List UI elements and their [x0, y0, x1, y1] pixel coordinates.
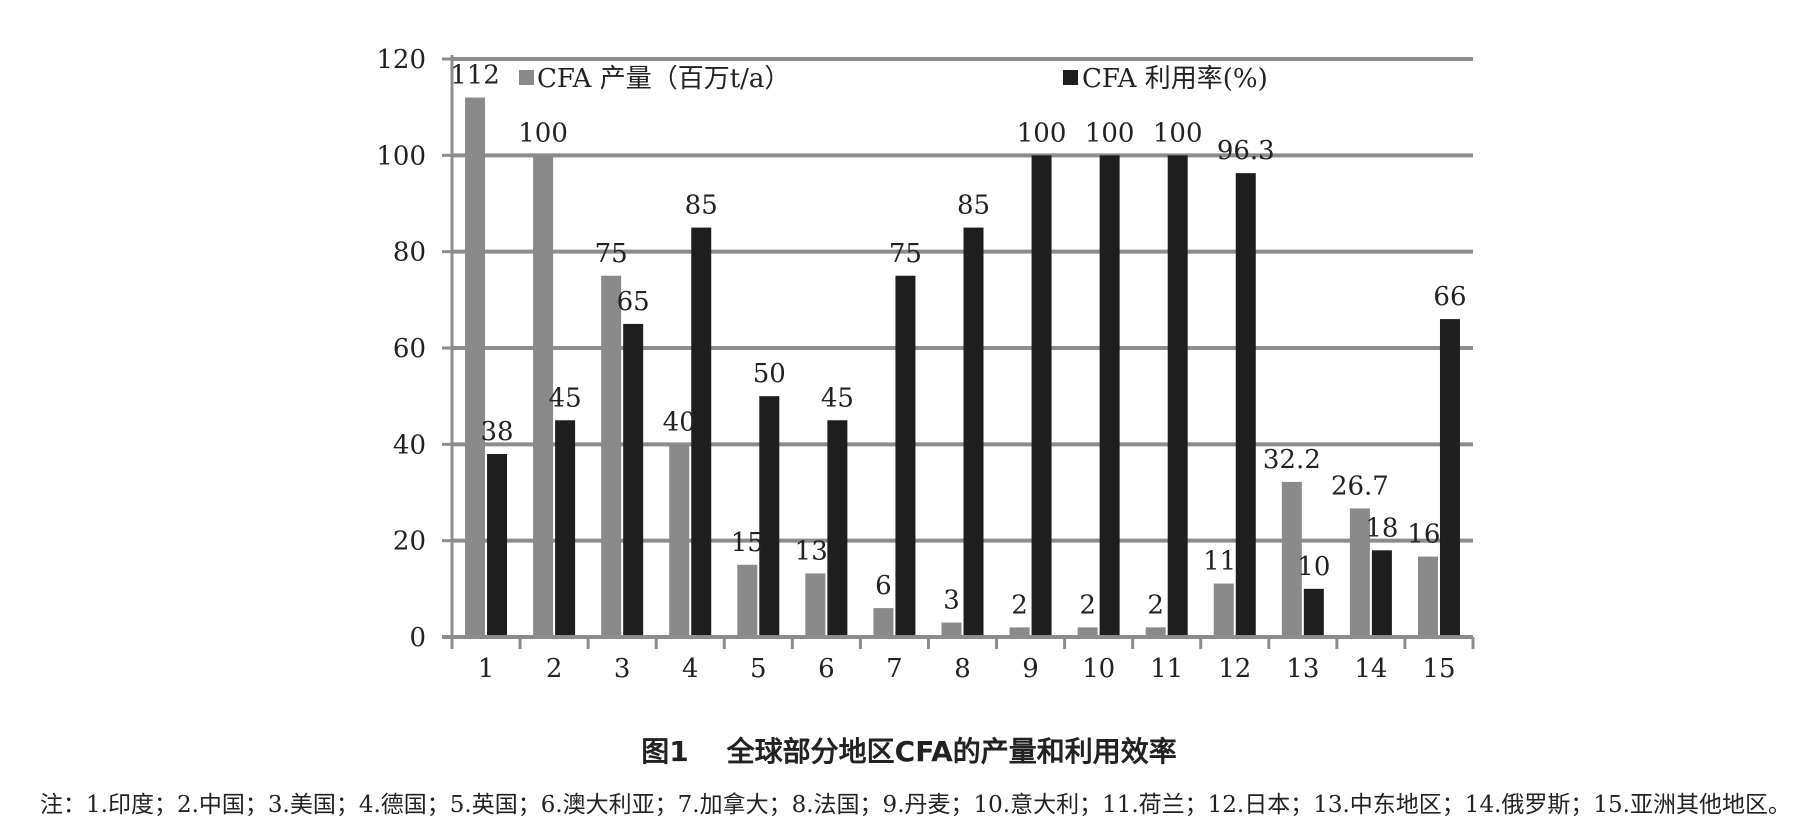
x-tick-label: 15 — [1422, 654, 1455, 684]
x-tick-label: 11 — [1150, 654, 1183, 684]
data-label-production: 2 — [1147, 590, 1164, 620]
legend-swatch-utilization — [1063, 70, 1078, 85]
legend: CFA 产量（百万t/a） CFA 利用率(%) — [519, 64, 1268, 94]
x-tick-label: 3 — [614, 654, 631, 684]
data-label-production: 3 — [943, 586, 960, 616]
bar-production — [873, 608, 894, 637]
bars — [465, 97, 1460, 638]
data-label-utilization: 65 — [617, 287, 650, 317]
bar-utilization — [759, 396, 780, 637]
y-tick-labels: 0 20 40 60 80 100 120 — [376, 45, 426, 653]
legend-label-production: CFA 产量（百万t/a） — [537, 64, 790, 94]
data-label-utilization: 75 — [889, 239, 922, 269]
data-label-production: 15 — [731, 528, 764, 558]
data-label-production: 100 — [518, 118, 568, 148]
bar-utilization — [487, 453, 508, 637]
bar-utilization — [555, 420, 576, 637]
bar-utilization — [1099, 155, 1120, 638]
bar-utilization — [895, 275, 916, 637]
bar-production — [1077, 627, 1098, 637]
x-tick-label: 1 — [478, 654, 495, 684]
figure-note: 注：1.印度；2.中国；3.美国；4.德国；5.英国；6.澳大利亚；7.加拿大；… — [40, 792, 1791, 818]
x-tick-label: 6 — [818, 654, 835, 684]
bar-utilization — [1439, 319, 1460, 637]
gridlines — [452, 57, 1473, 543]
y-tick-label: 40 — [393, 430, 426, 460]
data-label-production: 40 — [663, 407, 696, 437]
x-tick-label: 7 — [886, 654, 903, 684]
x-tick-label: 5 — [750, 654, 767, 684]
y-tick-label: 100 — [376, 141, 426, 171]
data-label-utilization: 66 — [1433, 282, 1466, 312]
bar-utilization — [1371, 550, 1392, 637]
figure-title: 全球部分地区CFA的产量和利用效率 — [726, 735, 1177, 768]
bar-utilization — [1167, 155, 1188, 638]
bar-production — [669, 444, 690, 637]
data-label-utilization: 50 — [753, 359, 786, 389]
x-tick-label: 4 — [682, 654, 699, 684]
bar-production — [465, 97, 486, 638]
bar-production — [601, 275, 622, 637]
figure-caption: 图1 全球部分地区CFA的产量和利用效率 — [0, 730, 1818, 770]
x-tick-label: 8 — [954, 654, 971, 684]
data-label-production: 2 — [1011, 590, 1028, 620]
y-tick-label: 0 — [409, 623, 426, 653]
x-tick-label: 10 — [1082, 654, 1115, 684]
bar-production — [533, 155, 554, 638]
data-label-utilization: 10 — [1297, 552, 1330, 582]
y-tick-label: 60 — [393, 334, 426, 364]
axes — [442, 55, 1475, 649]
figure-number: 图1 — [641, 735, 689, 768]
bar-production — [1213, 583, 1234, 637]
bar-production — [1417, 556, 1438, 637]
data-label-utilization: 38 — [480, 417, 513, 447]
legend-label-utilization: CFA 利用率(%) — [1082, 64, 1268, 94]
x-tick-label: 2 — [546, 654, 563, 684]
data-label-utilization: 100 — [1017, 118, 1067, 148]
bar-production — [805, 573, 826, 637]
x-tick-label: 14 — [1354, 654, 1387, 684]
bar-production — [1349, 508, 1370, 637]
data-label-production: 32.2 — [1263, 445, 1321, 475]
data-label-production: 16. — [1407, 520, 1448, 550]
y-tick-label: 80 — [393, 238, 426, 268]
bar-production — [1009, 627, 1030, 637]
data-label-production: 6 — [875, 571, 892, 601]
data-label-utilization: 85 — [957, 191, 990, 221]
data-labels: 112 38 100 45 75 65 40 85 15 50 13. 45 6 75 3 85 2 100 2 10… — [450, 61, 1466, 621]
data-label-production: 75 — [595, 239, 628, 269]
bar-utilization — [827, 420, 848, 637]
x-tick-label: 13 — [1286, 654, 1319, 684]
y-tick-label: 120 — [376, 45, 426, 75]
legend-swatch-production — [519, 70, 534, 85]
bar-production — [1281, 481, 1302, 637]
bar-utilization — [1031, 155, 1052, 638]
bar-utilization — [963, 227, 984, 638]
data-label-utilization: 85 — [685, 191, 718, 221]
bar-production — [1145, 627, 1166, 637]
data-label-production: 26.7 — [1331, 471, 1389, 501]
x-tick-label: 9 — [1022, 654, 1039, 684]
bar-utilization — [691, 227, 712, 638]
data-label-production: 2 — [1079, 590, 1096, 620]
data-label-utilization: 100 — [1153, 118, 1203, 148]
bar-production — [737, 564, 758, 637]
bar-utilization — [623, 323, 644, 637]
bar-utilization — [1303, 588, 1324, 637]
data-label-production: 13. — [795, 536, 836, 566]
x-tick-labels: 1 2 3 4 5 6 7 8 9 10 11 12 13 14 15 — [478, 654, 1456, 684]
bar-production — [941, 622, 962, 637]
data-label-production: 11. — [1203, 547, 1244, 577]
data-label-production: 112 — [450, 61, 500, 91]
data-label-utilization: 45 — [821, 383, 854, 413]
y-tick-label: 20 — [393, 527, 426, 557]
x-tick-label: 12 — [1218, 654, 1251, 684]
data-label-utilization: 96.3 — [1217, 136, 1275, 166]
data-label-utilization: 45 — [549, 383, 582, 413]
data-label-utilization: 18 — [1365, 513, 1398, 543]
bar-utilization — [1235, 173, 1256, 637]
data-label-utilization: 100 — [1085, 118, 1135, 148]
